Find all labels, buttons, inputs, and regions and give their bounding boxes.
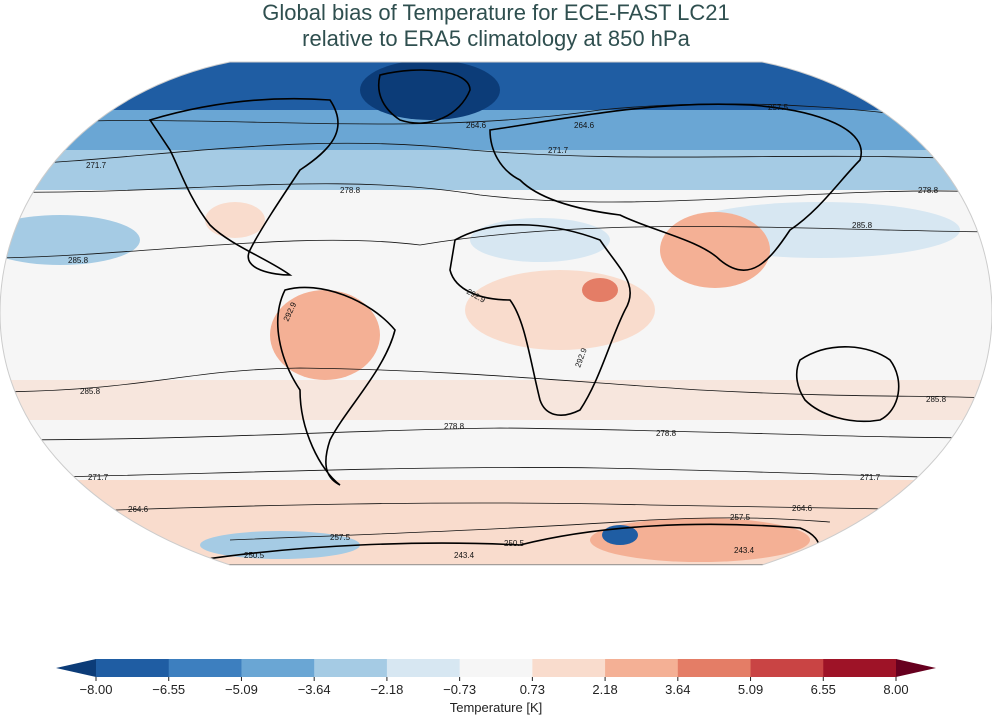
north-america-warm-patch (205, 202, 265, 238)
colorbar-tick-label: 2.18 (592, 682, 617, 697)
southern-warm-band (0, 380, 992, 420)
sahara-cool-patch (470, 218, 610, 262)
chart-title-line-1: Global bias of Temperature for ECE-FAST … (262, 0, 730, 25)
contour-label: 278.8 (444, 422, 465, 431)
contour-label: 278.8 (340, 186, 361, 195)
colorbar: −8.00 −6.55 −5.09 −3.64 −2.18 −0.73 0.73 2.18 3.… (56, 659, 936, 697)
contour-label: 271.7 (86, 161, 107, 170)
india-warm-patch (660, 212, 770, 288)
east-africa-hot-spot (582, 278, 618, 302)
colorbar-bin (677, 659, 752, 677)
contour-label: 271.7 (860, 473, 881, 482)
colorbar-bin (96, 659, 170, 677)
colorbar-bin (168, 659, 242, 677)
colorbar-tick-label: −5.09 (225, 682, 258, 697)
colorbar-tick-label: 6.55 (811, 682, 836, 697)
greenland-cold-core (360, 62, 500, 120)
chart-title-line-2: relative to ERA5 climatology at 850 hPa (302, 26, 690, 51)
contour-label: 285.8 (852, 221, 873, 230)
contour-label: 250.5 (504, 539, 525, 548)
colorbar-tick-label: −0.73 (443, 682, 476, 697)
colorbar-label: Temperature [K] (449, 700, 543, 715)
contour-label: 243.4 (454, 551, 475, 560)
contour-label: 264.6 (574, 121, 595, 130)
pacific-cold-patch (0, 215, 140, 265)
greenland-outline (378, 69, 471, 124)
contour-label: 257.5 (330, 533, 351, 542)
contour-label: 257.5 (730, 513, 751, 522)
australia-outline (795, 346, 900, 423)
africa-warm-patch (465, 270, 655, 350)
contour-label: 285.8 (68, 256, 89, 265)
colorbar-tick-label: 0.73 (520, 682, 545, 697)
contour-label: 243.4 (734, 546, 755, 555)
colorbar-extend-max (896, 659, 936, 677)
colorbar-bin (823, 659, 897, 677)
africa-outline (449, 224, 631, 416)
contour-label: 285.8 (926, 395, 947, 404)
contour-label: 285.8 (80, 387, 101, 396)
contour-label: 278.8 (656, 429, 677, 438)
colorbar-tick-label: 3.64 (665, 682, 690, 697)
colorbar-bin (532, 659, 606, 677)
colorbar-tick-label: −2.18 (370, 682, 403, 697)
contour-label: 264.6 (466, 121, 487, 130)
colorbar-tick-label: 8.00 (883, 682, 908, 697)
contour-label: 250.5 (244, 551, 265, 560)
contour-label: 257.5 (768, 103, 789, 112)
colorbar-bin (241, 659, 315, 677)
contour-label: 278.8 (918, 186, 939, 195)
colorbar-extend-min (56, 659, 96, 677)
colorbar-bin (386, 659, 461, 677)
antarctica-cool-patch (200, 531, 360, 559)
colorbar-bin (605, 659, 679, 677)
antarctica-warm-patch (590, 518, 810, 562)
colorbar-tick-label: −3.64 (298, 682, 331, 697)
contour-label: 271.7 (548, 146, 569, 155)
contour-label: 264.6 (792, 504, 813, 513)
bias-field: 271.7 278.8 271.7 264.6 264.6 257.5 278.… (0, 62, 992, 565)
colorbar-bin (314, 659, 388, 677)
colorbar-tick-label: 5.09 (738, 682, 763, 697)
globe-border (0, 61, 992, 566)
contour-labels: 271.7 278.8 271.7 264.6 264.6 257.5 278.… (68, 103, 947, 560)
contour-label: 264.6 (128, 505, 149, 514)
colorbar-bin (459, 659, 533, 677)
colorbar-bin (750, 659, 824, 677)
colorbar-tick-label: −8.00 (80, 682, 113, 697)
contour-label: 271.7 (88, 473, 109, 482)
colorbar-tick-label: −6.55 (152, 682, 185, 697)
contour-lines (0, 103, 992, 541)
southern-ocean-warm-band (0, 480, 992, 565)
south-america-outline (277, 286, 396, 486)
north-america-outline (148, 97, 339, 276)
eurasia-outline (489, 103, 863, 272)
amazon-warm-patch (270, 290, 380, 380)
